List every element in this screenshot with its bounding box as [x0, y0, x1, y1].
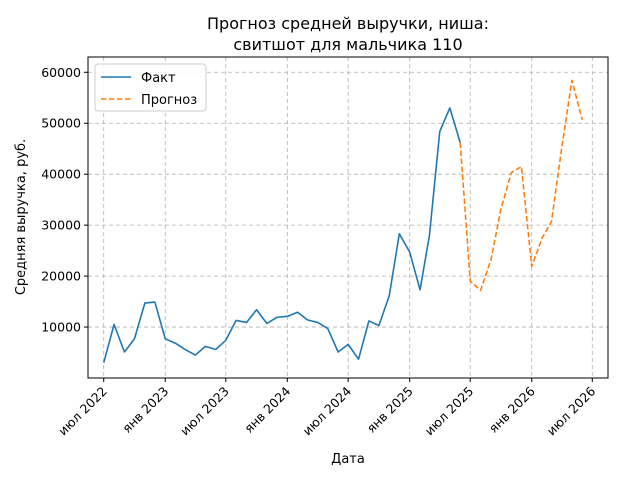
y-tick-label: 60000 — [41, 65, 81, 80]
x-tick-label: янв 2025 — [364, 384, 416, 436]
y-tick-label: 40000 — [41, 167, 81, 182]
chart-title-line1: Прогноз средней выручки, ниша: — [207, 14, 489, 33]
x-tick-label: июл 2025 — [422, 384, 477, 439]
legend-label-forecast: Прогноз — [141, 93, 197, 108]
series-lines — [102, 79, 584, 363]
chart-title-line2: свитшот для мальчика 110 — [233, 35, 462, 54]
x-tick-label: июл 2026 — [544, 383, 599, 438]
x-tick-label: июл 2024 — [300, 383, 355, 438]
series-line-forecast — [459, 79, 584, 292]
legend: Факт Прогноз — [94, 63, 207, 112]
y-axis-label: Средняя выручка, руб. — [14, 139, 29, 295]
legend-label-fact: Факт — [141, 71, 176, 86]
x-tick-label: янв 2024 — [241, 383, 293, 435]
series-line-fact — [102, 107, 461, 363]
x-tick-label: янв 2023 — [119, 384, 171, 436]
x-tick-label: янв 2026 — [486, 383, 538, 435]
x-axis: июл 2022 янв 2023 июл 2023 янв 2024 июл 2024… — [55, 378, 598, 438]
y-axis: 10000 20000 30000 40000 50000 60000 — [41, 65, 88, 335]
x-tick-label: июл 2022 — [55, 384, 110, 439]
y-tick-label: 50000 — [41, 116, 81, 131]
y-tick-label: 20000 — [41, 269, 81, 284]
grid-lines — [88, 57, 608, 378]
legend-box — [94, 63, 207, 112]
x-axis-label: Дата — [331, 452, 365, 467]
x-tick-label: июл 2023 — [177, 384, 232, 439]
y-tick-label: 30000 — [41, 218, 81, 233]
y-tick-label: 10000 — [41, 320, 81, 335]
